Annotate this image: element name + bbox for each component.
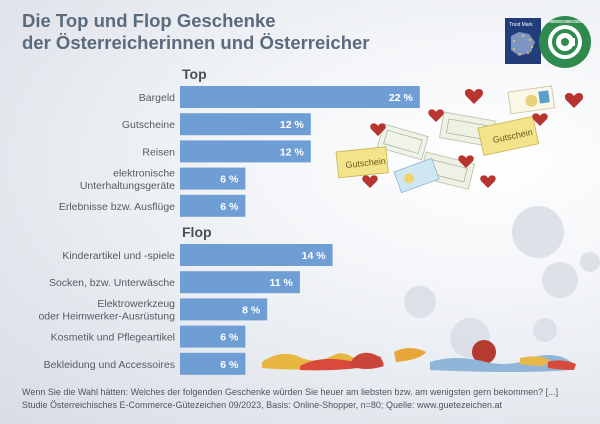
category-label: Elektrowerkzeug [97, 298, 175, 310]
category-label: Reisen [142, 146, 175, 158]
category-label: Erlebnisse bzw. Ausflüge [59, 201, 175, 213]
bar-value-label: 22 % [389, 92, 414, 104]
bar-top-0 [180, 86, 420, 108]
bar-value-label: 8 % [242, 304, 261, 316]
bar-flop-3 [180, 325, 246, 348]
bar-value-label: 14 % [302, 250, 327, 262]
footer-note: Wenn Sie die Wahl hätten: Welches der fo… [22, 386, 592, 411]
bar-value-label: 12 % [280, 119, 305, 131]
bar-flop-2 [180, 298, 268, 321]
bar-value-label: 6 % [220, 174, 239, 186]
category-label: Kinderartikel und -spiele [62, 250, 175, 262]
bar-top-3 [180, 167, 246, 190]
bar-flop-0 [180, 244, 333, 266]
bar-value-label: 11 % [270, 277, 294, 289]
guetezeichen-logo: Trust Mark ÖSTERREICHISCHES E-COMMERCE-G… [503, 14, 593, 72]
category-label: Bekleidung und Accessoires [44, 359, 175, 371]
bar-top-4 [180, 194, 246, 217]
section-head-flop: Flop [182, 224, 212, 240]
bar-top-2 [180, 140, 311, 163]
page-title: Die Top und Flop Geschenke der Österreic… [22, 10, 370, 54]
category-label: Gutscheine [122, 119, 175, 131]
category-label: Kosmetik und Pflegeartikel [51, 332, 175, 344]
bar-flop-4 [180, 352, 246, 375]
page-title-line: Die Top und Flop Geschenke [22, 10, 276, 31]
trust-mark-text: Trust Mark [509, 22, 533, 28]
category-label: Unterhaltungsgeräte [80, 180, 175, 192]
bar-flop-1 [180, 271, 300, 294]
bar-value-label: 6 % [220, 332, 239, 344]
footer-source: Studie Österreichisches E-Commerce-Gütez… [22, 399, 503, 410]
page-title-line: der Österreicherinnen und Österreicher [22, 32, 370, 53]
category-label: oder Heimwerker-Ausrüstung [38, 311, 175, 323]
bar-value-label: 12 % [280, 146, 305, 158]
category-label: Socken, bzw. Unterwäsche [49, 277, 175, 289]
category-label: elektronische [113, 167, 175, 179]
bar-value-label: 6 % [220, 201, 239, 213]
footer-question: Wenn Sie die Wahl hätten: Welches der fo… [22, 387, 559, 397]
bar-top-1 [180, 113, 311, 136]
seal-text: ÖSTERREICHISCHES E-COMMERCE-GÜTEZEICHEN [547, 18, 583, 24]
section-head-top: Top [182, 66, 207, 82]
category-label: Bargeld [139, 92, 175, 104]
bar-value-label: 6 % [220, 359, 239, 371]
